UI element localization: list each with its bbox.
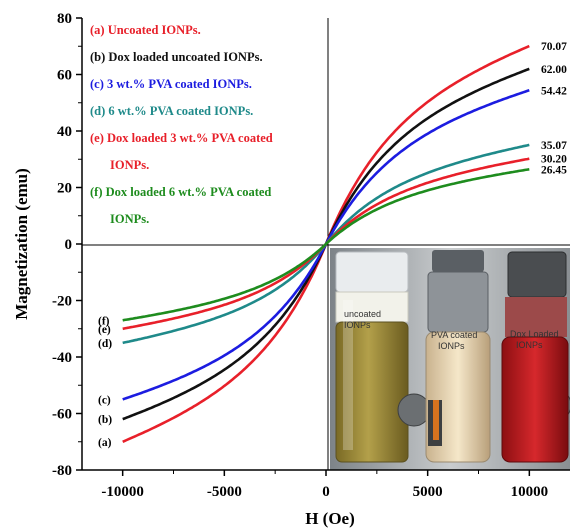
curve-letter-label: (d) — [98, 338, 112, 350]
y-tick-label: 60 — [57, 68, 72, 84]
legend-entry-continuation: IONPs. — [110, 158, 149, 172]
curve-letter-label: (c) — [98, 394, 111, 406]
y-tick-label: -40 — [52, 350, 72, 366]
y-tick-label: 20 — [57, 181, 72, 197]
curve-letter-label: (a) — [98, 437, 112, 449]
legend-entry: (b) Dox loaded uncoated IONPs. — [90, 50, 263, 64]
y-tick-label: 0 — [65, 237, 73, 253]
photo-label-1a: uncoated — [344, 309, 381, 319]
y-tick-label: 40 — [57, 124, 72, 140]
legend: (a) Uncoated IONPs. (b) Dox loaded uncoat… — [90, 23, 273, 226]
y-tick-label: 80 — [57, 11, 72, 27]
y-tick-label: -60 — [52, 407, 72, 423]
curve-labels: 70.07 (a) 62.00 (b) 54.42 (c) 35.07 (d) 30.20 (e)… — [98, 41, 567, 449]
vials-photo-inset: uncoated IONPs PVA coated IONPs Dox Load… — [330, 248, 570, 470]
curve-letter-label: (b) — [98, 414, 112, 426]
x-tick-label: 5000 — [413, 484, 443, 500]
y-tick-label: -80 — [52, 463, 72, 479]
axis-ticks: -10000 -5000 0 5000 10000 80 60 40 20 0 -20 -40 -60 -… — [52, 11, 548, 500]
photo-label-1b: IONPs — [344, 320, 371, 330]
legend-entry: (a) Uncoated IONPs. — [90, 23, 201, 37]
x-axis-title: H (Oe) — [305, 509, 355, 528]
x-tick-label: 10000 — [511, 484, 549, 500]
end-value-label: 30.20 — [541, 154, 567, 166]
curve-letter-label: (f) — [98, 315, 110, 327]
end-value-label: 54.42 — [541, 85, 567, 97]
uncoated-vial: uncoated IONPs — [335, 251, 409, 463]
curve-letter-label: (e) — [98, 324, 111, 336]
photo-label-2a: PVA coated — [431, 330, 477, 340]
curves-group — [122, 44, 530, 443]
photo-label-2b: IONPs — [438, 341, 465, 351]
photo-label-3a: Dox Loaded — [510, 329, 559, 339]
y-tick-label: -20 — [52, 294, 72, 310]
end-value-label: 35.07 — [541, 140, 567, 152]
end-value-label: 70.07 — [541, 41, 567, 53]
legend-entry: (d) 6 wt.% PVA coated IONPs. — [90, 104, 253, 118]
y-axis-title: Magnetization (emu) — [12, 168, 31, 320]
x-tick-label: 0 — [322, 484, 330, 500]
end-value-label: 62.00 — [541, 64, 567, 76]
end-value-label: 26.45 — [541, 164, 567, 176]
x-tick-label: -10000 — [101, 484, 144, 500]
series-line-6 — [122, 168, 530, 322]
legend-entry: (e) Dox loaded 3 wt.% PVA coated — [90, 131, 273, 145]
legend-entry-continuation: IONPs. — [110, 212, 149, 226]
x-tick-label: -5000 — [207, 484, 242, 500]
dox-vial: Dox Loaded IONPs — [501, 251, 569, 463]
photo-label-3b: IONPs — [516, 340, 543, 350]
legend-entry: (c) 3 wt.% PVA coated IONPs. — [90, 77, 252, 91]
pva-vial: PVA coated IONPs — [425, 250, 491, 463]
legend-entry: (f) Dox loaded 6 wt.% PVA coated — [90, 185, 271, 199]
